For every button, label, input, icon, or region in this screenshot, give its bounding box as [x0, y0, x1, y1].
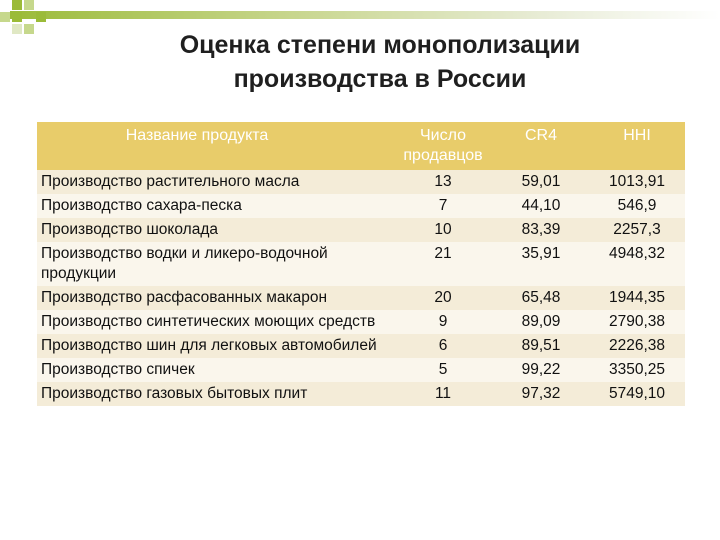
slide-title: Оценка степени монополизации производств… — [100, 28, 660, 96]
cell-product-name: Производство водки и ликеро-водочной про… — [37, 242, 393, 286]
title-line: производства в России — [233, 65, 527, 93]
cell-hhi: 4948,32 — [589, 242, 685, 286]
table-row: Производство сахара-песка 7 44,10 546,9 — [37, 194, 685, 218]
decorative-square — [12, 0, 22, 10]
table-row: Производство газовых бытовых плит 11 97,… — [37, 382, 685, 406]
decorative-square — [36, 12, 46, 22]
cell-product-name: Производство шин для легковых автомобиле… — [37, 334, 393, 358]
cell-sellers: 20 — [393, 286, 493, 310]
decorative-square — [12, 24, 22, 34]
cell-cr4: 65,48 — [493, 286, 589, 310]
cell-sellers: 5 — [393, 358, 493, 382]
cell-hhi: 2790,38 — [589, 310, 685, 334]
cell-product-name: Производство расфасованных макарон — [37, 286, 393, 310]
cell-hhi: 1013,91 — [589, 170, 685, 194]
column-header-sellers: Число продавцов — [393, 122, 493, 170]
table-row: Производство синтетических моющих средст… — [37, 310, 685, 334]
cell-sellers: 11 — [393, 382, 493, 406]
cell-hhi: 2226,38 — [589, 334, 685, 358]
table-row: Производство шоколада 10 83,39 2257,3 — [37, 218, 685, 242]
cell-cr4: 97,32 — [493, 382, 589, 406]
cell-cr4: 35,91 — [493, 242, 589, 286]
cell-product-name: Производство шоколада — [37, 218, 393, 242]
cell-product-name: Производство сахара-песка — [37, 194, 393, 218]
decorative-square — [12, 12, 22, 22]
table-row: Производство спичек 5 99,22 3350,25 — [37, 358, 685, 382]
header-decoration — [0, 0, 720, 34]
monopolization-table: Название продукта Число продавцов CR4 HH… — [37, 122, 685, 406]
cell-product-name: Производство спичек — [37, 358, 393, 382]
cell-hhi: 3350,25 — [589, 358, 685, 382]
cell-cr4: 89,09 — [493, 310, 589, 334]
column-header-cr4: CR4 — [493, 122, 589, 170]
column-header-sellers-line: Число — [419, 127, 466, 144]
cell-cr4: 99,22 — [493, 358, 589, 382]
cell-sellers: 6 — [393, 334, 493, 358]
cell-hhi: 1944,35 — [589, 286, 685, 310]
cell-cr4: 89,51 — [493, 334, 589, 358]
decorative-square — [0, 12, 10, 22]
cell-cr4: 59,01 — [493, 170, 589, 194]
cell-hhi: 5749,10 — [589, 382, 685, 406]
decorative-gradient-bar — [10, 11, 720, 19]
decorative-square — [24, 0, 34, 10]
column-header-name: Название продукта — [37, 122, 393, 170]
table-row: Производство растительного масла 13 59,0… — [37, 170, 685, 194]
cell-sellers: 21 — [393, 242, 493, 286]
cell-product-name: Производство растительного масла — [37, 170, 393, 194]
decorative-square — [24, 24, 34, 34]
table-header-row: Название продукта Число продавцов CR4 HH… — [37, 122, 685, 170]
cell-sellers: 7 — [393, 194, 493, 218]
cell-sellers: 9 — [393, 310, 493, 334]
cell-hhi: 546,9 — [589, 194, 685, 218]
table-row: Производство расфасованных макарон 20 65… — [37, 286, 685, 310]
cell-product-name: Производство газовых бытовых плит — [37, 382, 393, 406]
column-header-hhi: HHI — [589, 122, 685, 170]
table-row: Производство водки и ликеро-водочной про… — [37, 242, 685, 286]
cell-hhi: 2257,3 — [589, 218, 685, 242]
cell-cr4: 83,39 — [493, 218, 589, 242]
cell-sellers: 10 — [393, 218, 493, 242]
cell-sellers: 13 — [393, 170, 493, 194]
cell-cr4: 44,10 — [493, 194, 589, 218]
title-line: Оценка степени монополизации — [179, 31, 581, 59]
column-header-sellers-line: продавцов — [403, 147, 483, 164]
table-row: Производство шин для легковых автомобиле… — [37, 334, 685, 358]
cell-product-name: Производство синтетических моющих средст… — [37, 310, 393, 334]
